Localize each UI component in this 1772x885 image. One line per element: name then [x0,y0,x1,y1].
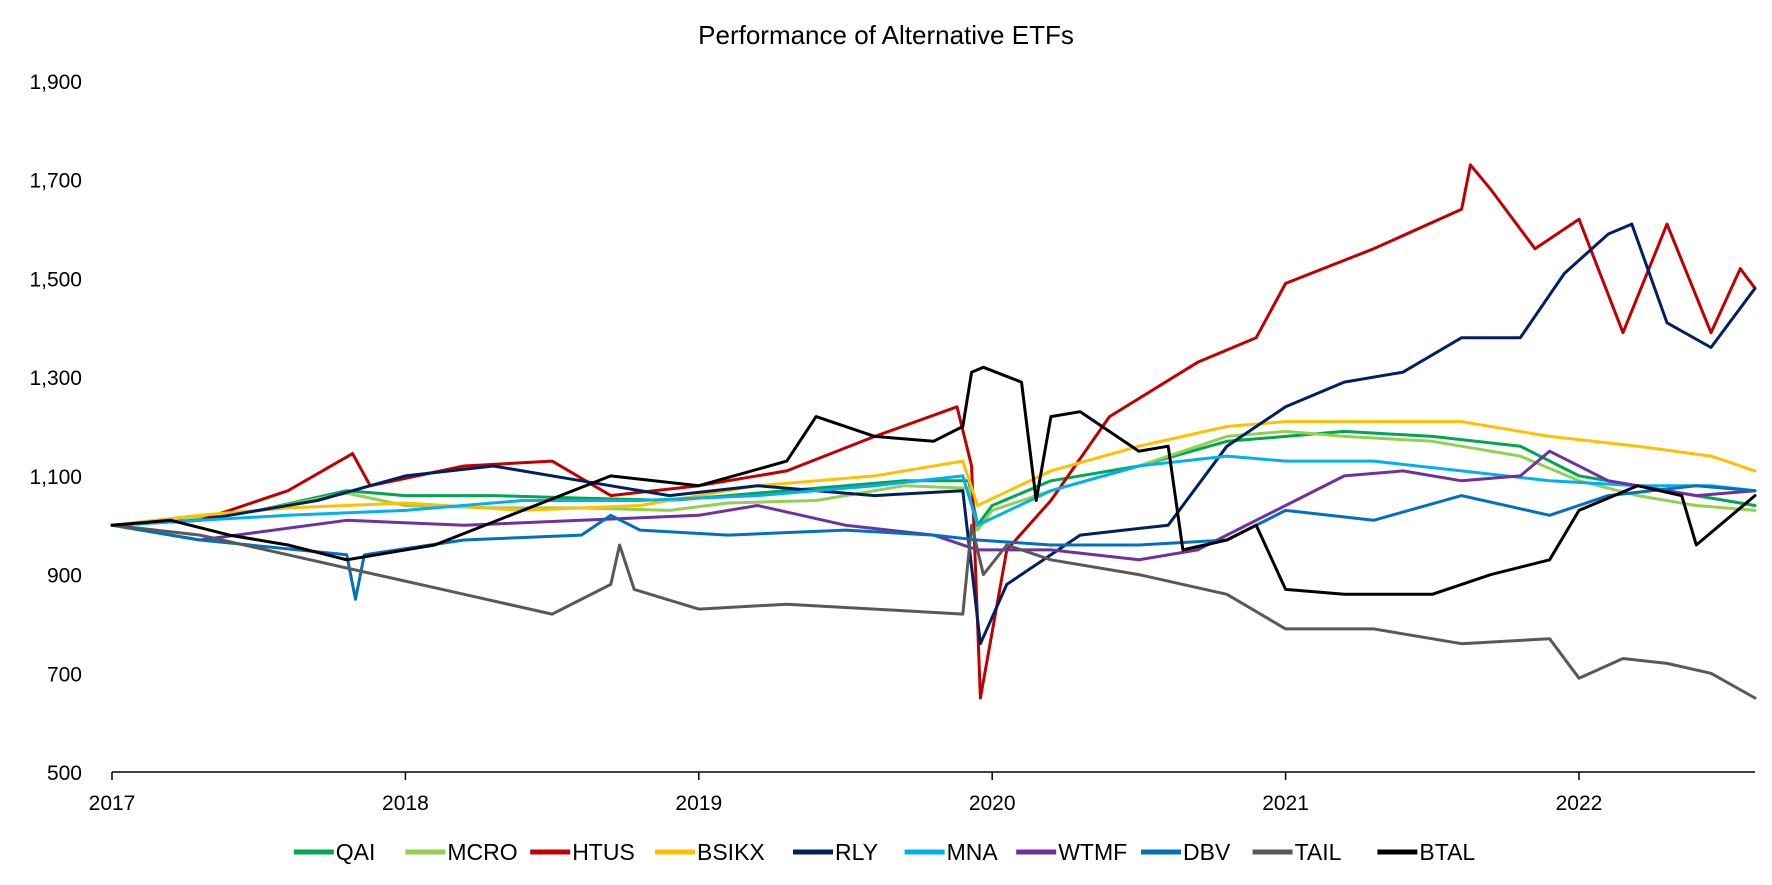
legend-item-wtmf: WTMF [1016,839,1127,865]
legend-label: BSIKX [697,839,765,865]
series-line-btal [110,365,1757,596]
x-tick-label: 2021 [1262,792,1309,815]
x-tick-label: 2022 [1556,792,1603,815]
legend-item-bsikx: BSIKX [655,839,765,865]
legend-label: MNA [947,839,999,865]
legend-item-mna: MNA [904,839,999,865]
legend-label: BTAL [1419,839,1475,865]
legend-label: MCRO [447,839,517,865]
x-tick-label: 2018 [382,792,429,815]
legend-item-rly: RLY [793,839,878,865]
y-tick-label: 1,900 [29,71,82,94]
y-tick-label: 1,700 [29,170,82,193]
y-tick-label: 700 [47,663,82,686]
series-line-rly [110,222,1757,646]
y-tick-label: 1,100 [29,466,82,489]
legend-label: HTUS [572,839,635,865]
series-line-tail [110,523,1757,700]
series-line-htus [110,163,1757,700]
chart-title: Performance of Alternative ETFs [698,20,1074,50]
legend-item-dbv: DBV [1141,839,1231,865]
y-tick-label: 500 [47,762,82,785]
series-line-bsikx [110,420,1757,527]
legend-item-qai: QAI [293,839,376,865]
legend-item-htus: HTUS [530,839,635,865]
x-tick-label: 2017 [89,792,136,815]
series-line-mcro [110,429,1757,532]
x-axis-ticks: 2017 2018 2019 2020 2021 2022 [89,772,1603,815]
series-line-wtmf [110,449,1757,562]
legend-item-tail: TAIL [1252,839,1342,865]
legend-label: TAIL [1295,839,1342,865]
y-tick-label: 1,300 [29,367,82,390]
legend: QAI MCRO HTUS BSIKX RLY MNA WTMF DBV TAIL BTAL [293,839,1475,865]
y-axis-ticks: 500 700 900 1,100 1,300 1,500 1,700 1,900 [29,71,82,785]
y-tick-label: 900 [47,565,82,588]
series-line-dbv [110,484,1757,601]
x-tick-label: 2019 [675,792,722,815]
y-tick-label: 1,500 [29,268,82,291]
legend-item-btal: BTAL [1377,839,1475,865]
series-lines [110,163,1757,700]
legend-label: QAI [336,839,376,865]
legend-label: DBV [1183,839,1231,865]
legend-label: WTMF [1058,839,1127,865]
series-line-mna [110,454,1757,527]
legend-label: RLY [835,839,878,865]
legend-item-mcro: MCRO [405,839,518,865]
x-tick-label: 2020 [969,792,1016,815]
